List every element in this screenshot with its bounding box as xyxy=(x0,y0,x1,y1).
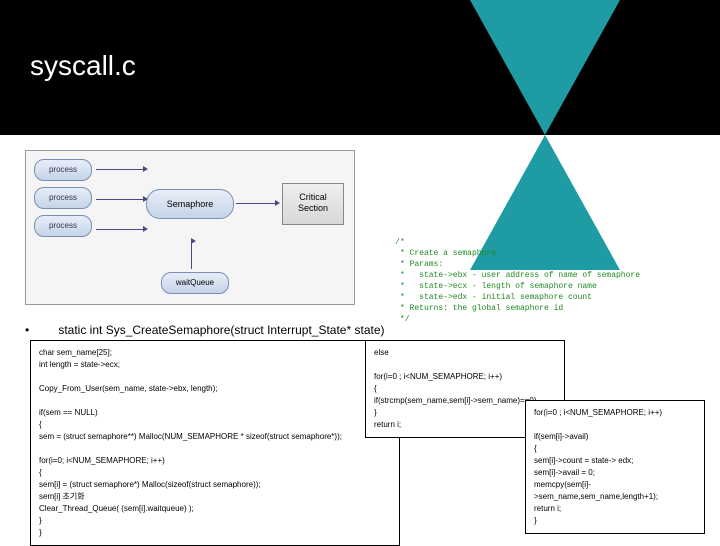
arrow-3 xyxy=(96,229,144,230)
arrow-1 xyxy=(96,169,144,170)
code-block-1: char sem_name[25]; int length = state->e… xyxy=(30,340,400,546)
process-box-3: process xyxy=(34,215,92,237)
decoration-triangle-top xyxy=(470,0,620,135)
process-box-2: process xyxy=(34,187,92,209)
code-block-3: for(i=0 ; i<NUM_SEMAPHORE; i++) if(sem[i… xyxy=(525,400,705,534)
process-box-1: process xyxy=(34,159,92,181)
content-area: process process process Semaphore Critic… xyxy=(0,135,720,352)
code1-text: char sem_name[25]; int length = state->e… xyxy=(39,347,391,539)
semaphore-box: Semaphore xyxy=(146,189,234,219)
code3-text: for(i=0 ; i<NUM_SEMAPHORE; i++) if(sem[i… xyxy=(534,407,696,527)
arrow-4 xyxy=(236,203,276,204)
function-signature-line: • static int Sys_CreateSemaphore(struct … xyxy=(25,323,695,337)
semaphore-diagram: process process process Semaphore Critic… xyxy=(25,150,355,305)
bullet-icon: • xyxy=(25,323,55,337)
waitqueue-box: waitQueue xyxy=(161,272,229,294)
function-signature: static int Sys_CreateSemaphore(struct In… xyxy=(58,323,384,337)
arrow-2 xyxy=(96,199,144,200)
arrow-5 xyxy=(191,241,192,269)
critical-section-box: Critical Section xyxy=(282,183,344,225)
